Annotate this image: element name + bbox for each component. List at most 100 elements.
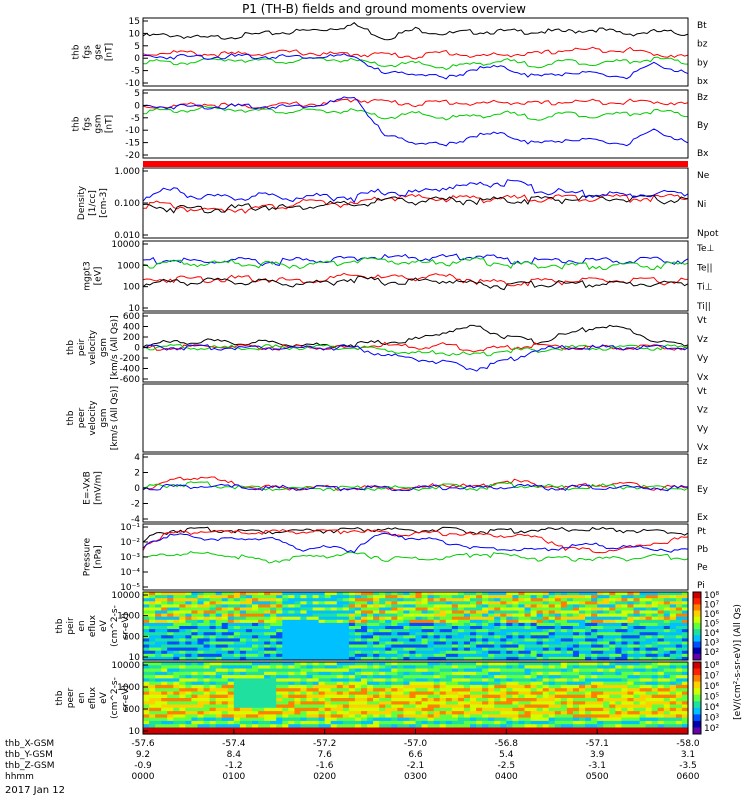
spectrogram-cell (403, 668, 411, 673)
spectrogram-cell (609, 694, 616, 699)
spectrogram-cell (379, 727, 386, 732)
spectrogram-cell (312, 684, 320, 689)
spectrogram-cell (336, 714, 344, 719)
spectrogram-cell (470, 650, 477, 655)
spectrogram-cell (463, 704, 471, 709)
spectrogram-cell (433, 720, 441, 725)
spectrogram-cell (651, 678, 659, 683)
spectrogram-cell (463, 610, 471, 615)
spectrogram-cell (542, 694, 550, 699)
spectrogram-cell (354, 730, 362, 735)
spectrogram-cell (627, 665, 635, 670)
spectrogram-cell (560, 668, 568, 673)
spectrogram-cell (524, 681, 532, 686)
spectrogram-cell (221, 592, 229, 596)
spectrogram-cell (185, 635, 193, 639)
spectrogram-cell (342, 598, 350, 602)
spectrogram-cell (239, 671, 247, 676)
spectrogram-cell (403, 601, 411, 605)
spectrogram-cell (524, 698, 532, 702)
spectrogram-cell (530, 604, 538, 609)
spectrogram-cell (651, 698, 659, 702)
spectrogram-cell (627, 647, 635, 652)
spectrogram-cell (367, 641, 374, 646)
spectrogram-cell (512, 613, 520, 618)
spectrogram-cell (143, 638, 150, 643)
spectrogram-cell (470, 607, 477, 612)
spectrogram-cell (639, 592, 647, 596)
spectrogram-cell (457, 638, 465, 643)
spectrogram-cell (500, 622, 507, 627)
spectrogram-cell (282, 653, 289, 658)
spectrogram-cell (470, 704, 477, 709)
spectrogram-cell (524, 717, 532, 722)
spectrogram-cell (488, 714, 495, 719)
spectrogram-cell (391, 701, 398, 706)
spectrogram-cell (239, 662, 247, 666)
spectrogram-cell (518, 626, 526, 630)
spectrogram-cell (215, 613, 223, 618)
spectrogram-cell (566, 681, 574, 686)
spectrogram-cell (451, 688, 459, 693)
spectrogram-cell (161, 592, 168, 596)
spectrogram-cell (306, 613, 314, 618)
spectrogram-cell (282, 650, 289, 655)
spectrogram-cell (524, 647, 532, 652)
spectrogram-cell (669, 626, 677, 630)
spectrogram-cell (155, 635, 162, 639)
spectrogram-cell (342, 694, 350, 699)
spectrogram-cell (470, 641, 477, 646)
spectrogram-cell (197, 707, 205, 712)
spectrogram-cell (506, 704, 513, 709)
spectrogram-cell (591, 635, 598, 639)
spectrogram-cell (494, 730, 501, 735)
spectrogram-cell (494, 691, 501, 696)
spectrogram-cell (512, 675, 520, 679)
spectrogram-cell (354, 671, 362, 676)
spectrogram-cell (657, 629, 665, 633)
spectrogram-cell (657, 720, 665, 725)
spectrogram-cell (572, 610, 580, 615)
spectrogram-cell (669, 650, 677, 655)
spectrogram-cell (645, 724, 653, 729)
spectrogram-cell (433, 656, 441, 661)
spectrogram-cell (185, 610, 193, 615)
spectrogram-cell (203, 650, 211, 655)
spectrogram-cell (155, 662, 162, 666)
spectrogram-cell (470, 662, 477, 666)
spectrogram-cell (403, 629, 411, 633)
spectrogram-cell (306, 644, 314, 649)
spectrogram-cell (500, 601, 507, 605)
legend-label: Ez (697, 457, 708, 467)
spectrogram-cell (354, 592, 362, 596)
spectrogram-cell (494, 701, 501, 706)
spectrogram-cell (657, 598, 665, 602)
spectrogram-cell (663, 730, 671, 735)
spectrogram-cell (227, 592, 235, 596)
series-fgs_gse-0 (142, 22, 689, 41)
spectrogram-cell (197, 647, 205, 652)
spectrogram-cell (373, 619, 380, 624)
spectrogram-cell (560, 629, 568, 633)
spectrogram-cell (597, 619, 604, 624)
spectrogram-cell (385, 691, 392, 696)
spectrogram-cell (669, 647, 677, 652)
spectrogram-cell (621, 684, 629, 689)
spectrogram-cell (258, 647, 265, 652)
spectrogram-cell (312, 701, 320, 706)
spectrogram-cell (179, 701, 186, 706)
spectrogram-cell (542, 668, 550, 673)
spectrogram-cell (421, 601, 429, 605)
x-tick-label: 0300 (404, 772, 427, 782)
spectrogram-cell (488, 717, 495, 722)
spectrogram-cell (512, 595, 520, 599)
spectrogram-cell (560, 671, 568, 676)
spectrogram-cell (209, 688, 217, 693)
spectrogram-cell (209, 610, 217, 615)
spectrogram-cell (518, 607, 526, 612)
spectrogram-cell (494, 694, 501, 699)
spectrogram-cell (597, 650, 604, 655)
spectrogram-cell (597, 675, 604, 679)
